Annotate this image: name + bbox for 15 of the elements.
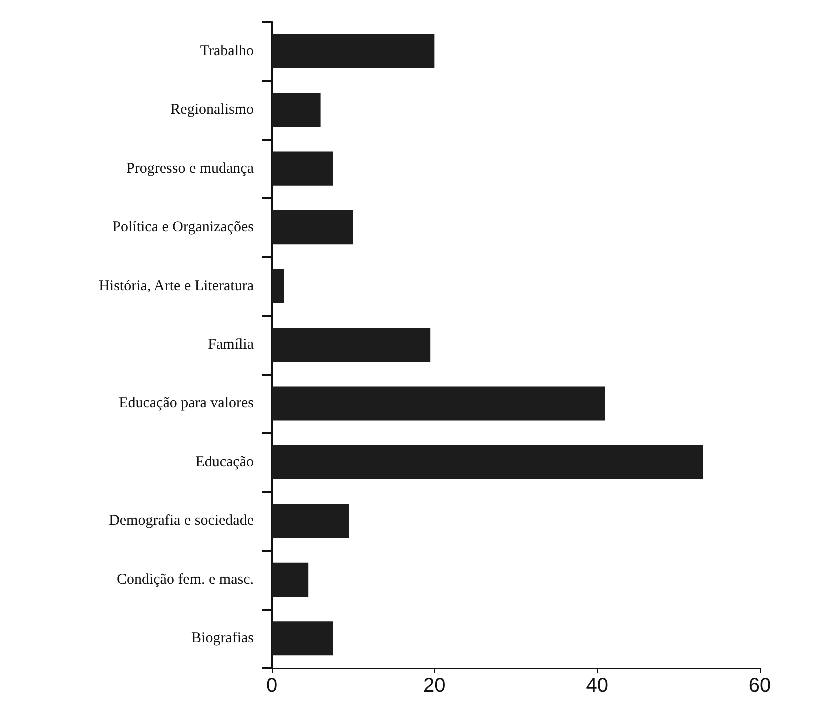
y-tick-label: História, Arte e Literatura bbox=[99, 278, 254, 294]
y-tick-label: Família bbox=[208, 337, 254, 353]
y-tick-label: Demografia e sociedade bbox=[109, 513, 254, 530]
y-tick-label: Regionalismo bbox=[170, 102, 254, 118]
x-tick-label: 0 bbox=[266, 675, 278, 697]
y-tick-label: Progresso e mudança bbox=[126, 160, 254, 177]
x-tick-label: 60 bbox=[748, 675, 772, 697]
y-tick-label: Trabalho bbox=[200, 43, 254, 60]
y-tick-label: Educação bbox=[196, 454, 254, 470]
x-tick-label: 40 bbox=[586, 675, 608, 697]
x-tick-label: 20 bbox=[424, 675, 446, 697]
y-tick-label: Biografias bbox=[192, 630, 254, 647]
y-tick-label: Condição fem. e masc. bbox=[116, 572, 254, 588]
y-tick-label: Política e Organizações bbox=[112, 220, 254, 236]
y-tick-label: Educação para valores bbox=[119, 396, 254, 412]
